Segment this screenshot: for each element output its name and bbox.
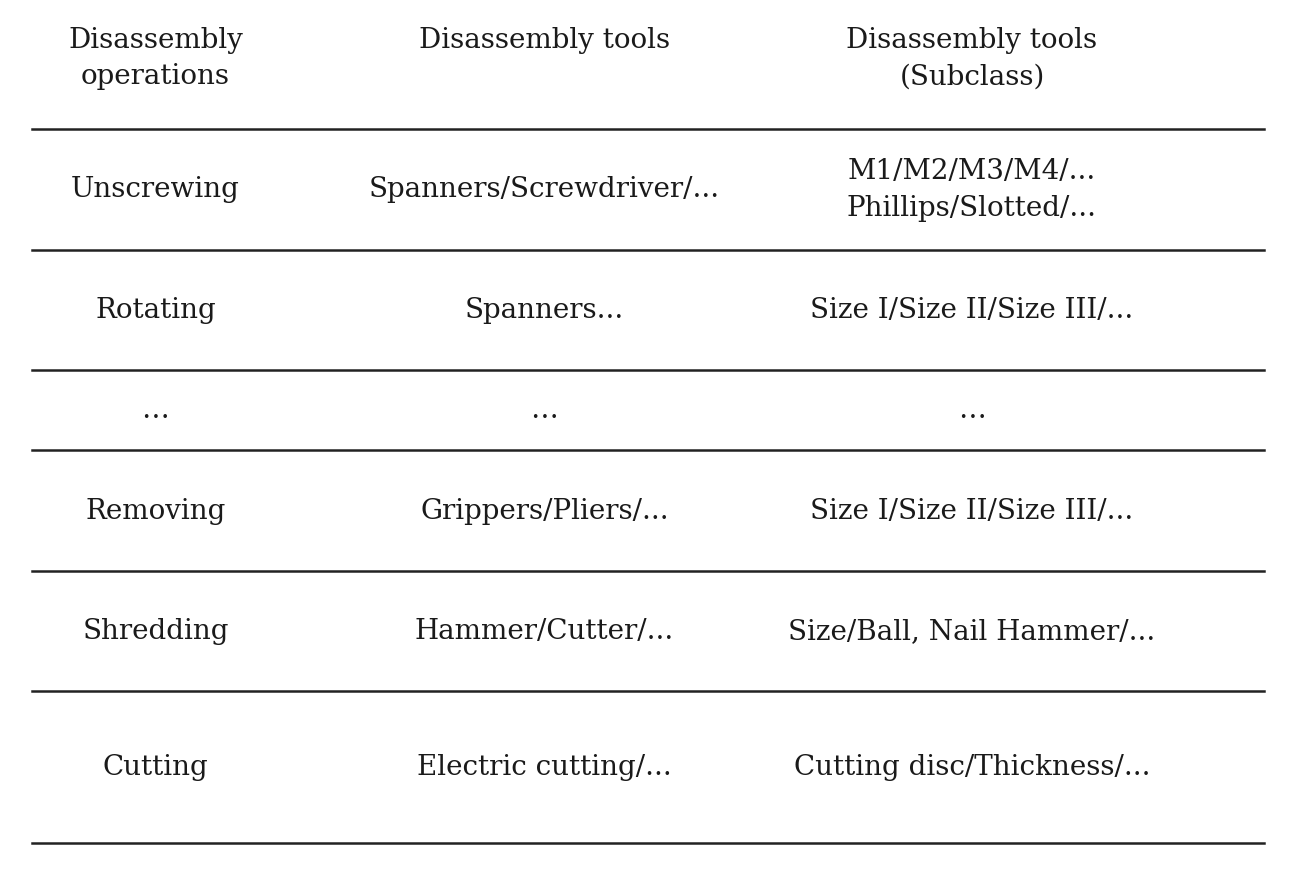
- Text: Electric cutting/...: Electric cutting/...: [417, 754, 671, 780]
- Text: M1/M2/M3/M4/...
Phillips/Slotted/...: M1/M2/M3/M4/... Phillips/Slotted/...: [848, 158, 1096, 222]
- Text: Cutting disc/Thickness/...: Cutting disc/Thickness/...: [793, 754, 1151, 780]
- Text: Unscrewing: Unscrewing: [71, 177, 240, 203]
- Text: Disassembly tools: Disassembly tools: [419, 27, 670, 54]
- Text: Hammer/Cutter/...: Hammer/Cutter/...: [415, 618, 674, 645]
- Text: …: …: [141, 397, 170, 424]
- Text: …: …: [530, 397, 559, 424]
- Text: Disassembly
operations: Disassembly operations: [69, 27, 242, 90]
- Text: …: …: [958, 397, 986, 424]
- Text: Spanners/Screwdriver/...: Spanners/Screwdriver/...: [369, 177, 719, 203]
- Text: Removing: Removing: [86, 498, 226, 524]
- Text: Size/Ball, Nail Hammer/...: Size/Ball, Nail Hammer/...: [788, 618, 1156, 645]
- Text: Grippers/Pliers/...: Grippers/Pliers/...: [420, 498, 669, 524]
- Text: Size I/Size II/Size III/...: Size I/Size II/Size III/...: [810, 297, 1134, 324]
- Text: Rotating: Rotating: [95, 297, 216, 324]
- Text: Cutting: Cutting: [102, 754, 209, 780]
- Text: Shredding: Shredding: [82, 618, 229, 645]
- Text: Size I/Size II/Size III/...: Size I/Size II/Size III/...: [810, 498, 1134, 524]
- Text: Disassembly tools
(Subclass): Disassembly tools (Subclass): [846, 27, 1098, 90]
- Text: Spanners...: Spanners...: [465, 297, 623, 324]
